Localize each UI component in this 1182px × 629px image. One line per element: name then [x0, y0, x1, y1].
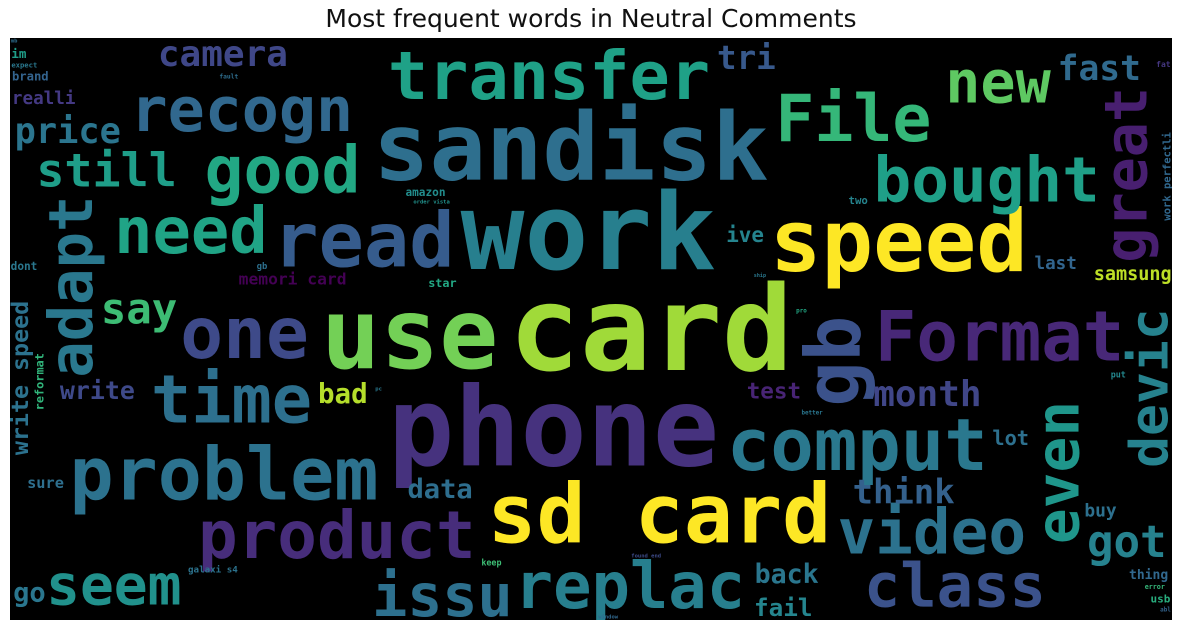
word-class: class — [864, 551, 1046, 620]
word-sd-card: sd card — [487, 467, 831, 562]
word-time: time — [151, 360, 312, 438]
word-gb: gb — [790, 316, 878, 407]
word-seem: seem — [46, 553, 181, 618]
word-pc: pc — [375, 386, 382, 392]
word-still: still — [36, 144, 177, 198]
word-tri: tri — [717, 39, 776, 77]
word-new: new — [945, 49, 1051, 117]
word-think: think — [853, 473, 955, 512]
word-write-speed: write speed — [10, 301, 34, 455]
word-format: Format — [875, 297, 1125, 377]
word-bad: bad — [318, 378, 368, 410]
word-product: product — [198, 497, 476, 574]
word-got: got — [1087, 517, 1167, 568]
word-abl: abl — [1160, 608, 1171, 614]
word-found-end: found end — [631, 553, 661, 559]
word-issu: issu — [372, 562, 513, 620]
word-need: need — [114, 195, 268, 269]
word-keep: keep — [481, 557, 501, 567]
word-sandisk: sandisk — [373, 93, 769, 202]
word-speed: speed — [770, 192, 1028, 292]
word-im: im — [11, 46, 27, 61]
word-ship: ship — [754, 273, 766, 279]
word-realli: realli — [12, 89, 76, 109]
word-dont: dont — [11, 260, 38, 273]
word-one: one — [180, 292, 309, 375]
word-expect: expect — [11, 61, 37, 70]
cloud-background — [10, 38, 1172, 620]
word-camera: camera — [158, 38, 288, 75]
word-replac: replac — [515, 550, 745, 620]
word-sure: sure — [27, 474, 64, 492]
word-even: even — [1025, 401, 1094, 544]
word-pro: pro — [796, 309, 807, 315]
word-price: price — [15, 111, 121, 152]
word-comput: comput — [727, 404, 988, 488]
word-data: data — [407, 474, 472, 505]
word-fast: fast — [1058, 49, 1141, 89]
word-fail: fail — [754, 593, 813, 620]
word-brand: brand — [12, 70, 49, 84]
word-buy: buy — [1084, 501, 1117, 522]
word-error: error — [1145, 583, 1165, 591]
word-memori-card: memori card — [239, 269, 347, 288]
word-thing: thing — [1129, 568, 1168, 583]
word-amazon: amazon — [405, 186, 445, 199]
word-use: use — [321, 278, 498, 392]
word-bought: bought — [873, 143, 1099, 216]
word-order-vista: order vista — [413, 199, 449, 205]
word-reformat: reformat — [33, 353, 47, 410]
word-put: put — [1111, 370, 1126, 380]
word-last: last — [1035, 254, 1077, 274]
word-transfer: transfer — [388, 38, 710, 115]
word-recogn: recogn — [131, 74, 354, 146]
word-card: card — [509, 260, 793, 398]
word-read: read — [273, 197, 455, 285]
word-back: back — [755, 559, 819, 590]
word-great: great — [1092, 87, 1160, 263]
word-samsung: samsung — [1094, 264, 1172, 285]
word-month: month — [873, 374, 981, 415]
word-galaxi-s4: galaxi s4 — [188, 564, 238, 575]
word-work: work — [461, 171, 716, 294]
word-lot: lot — [992, 426, 1029, 450]
word-file: File — [775, 82, 931, 157]
word-usb: usb — [1150, 592, 1170, 605]
chart-title: Most frequent words in Neutral Comments — [325, 4, 857, 33]
word-video: video — [837, 496, 1026, 569]
word-two: two — [849, 194, 868, 207]
word-window: window — [598, 615, 619, 620]
word-work-perfectli: work perfectli — [1162, 132, 1173, 221]
word-devic: devic — [1120, 308, 1172, 468]
word-ive: ive — [726, 223, 764, 247]
word-better: better — [801, 410, 823, 416]
word-fat: fat — [1156, 60, 1171, 69]
word-phone: phone — [388, 363, 719, 491]
word-go: go — [13, 577, 46, 608]
word-fault: fault — [219, 74, 238, 81]
word-star: star — [428, 276, 456, 290]
word-say: say — [101, 285, 178, 334]
word-good: good — [204, 133, 360, 208]
word-test: test — [747, 379, 801, 405]
word-problem: problem — [69, 433, 378, 518]
word-mb: mb — [11, 38, 18, 44]
word-adapt: adapt — [37, 196, 107, 378]
word-gb: gb — [257, 262, 268, 272]
word-write: write — [60, 376, 135, 405]
